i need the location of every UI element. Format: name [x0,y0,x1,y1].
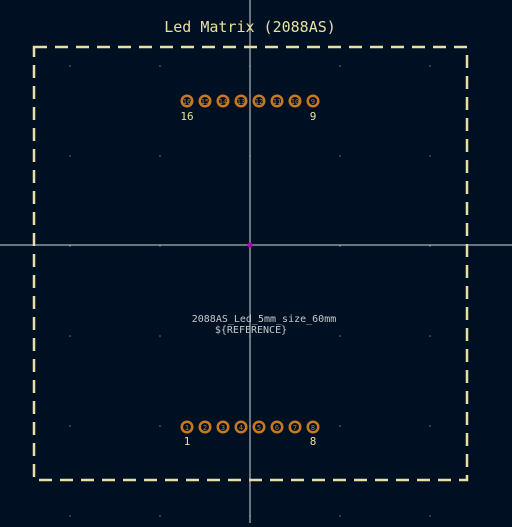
pad-number: 13 [237,98,245,106]
pad-9[interactable]: 9 [306,94,320,108]
pad-5[interactable]: 5 [252,420,266,434]
pad-4[interactable]: 4 [234,420,248,434]
reference-text: ${REFERENCE} [215,325,287,336]
grid-dot [69,515,71,517]
pad-13[interactable]: 13 [234,94,248,108]
pad-number: 6 [275,424,279,432]
pad-label-bottom-first: 1 [184,435,191,448]
grid-dot [69,335,71,337]
pad-drill-hole [201,97,209,105]
pad-number: 10 [291,98,299,106]
pad-drill-hole [255,97,263,105]
grid-dot [429,245,431,247]
grid-dot [429,335,431,337]
pad-drill-hole [273,423,281,431]
grid-dot [159,515,161,517]
pad-1[interactable]: 1 [180,420,194,434]
pad-number: 11 [273,98,281,106]
pad-drill-hole [309,423,317,431]
pad-number: 5 [257,424,261,432]
grid-dot [339,65,341,67]
grid-dot [69,245,71,247]
grid-dot [339,425,341,427]
pad-number: 1 [185,424,189,432]
pad-8[interactable]: 8 [306,420,320,434]
pad-10[interactable]: 10 [288,94,302,108]
pad-drill-hole [291,423,299,431]
pad-drill-hole [201,423,209,431]
pad-drill-hole [237,97,245,105]
pad-drill-hole [291,97,299,105]
grid-dot [429,515,431,517]
grid-dot [69,155,71,157]
pad-drill-hole [219,97,227,105]
pad-number: 12 [255,98,263,106]
pad-drill-hole [309,97,317,105]
pad-6[interactable]: 6 [270,420,284,434]
pad-11[interactable]: 11 [270,94,284,108]
pad-number: 8 [311,424,315,432]
pad-number: 2 [203,424,207,432]
grid-dot [339,515,341,517]
pad-3[interactable]: 3 [216,420,230,434]
top-pad-row: 16 15 14 13 12 11 10 9 [180,94,320,108]
pad-number: 14 [219,98,227,106]
pad-drill-hole [273,97,281,105]
pad-2[interactable]: 2 [198,420,212,434]
grid-dot [159,425,161,427]
grid-dot [159,245,161,247]
grid-dot [429,155,431,157]
pad-drill-hole [255,423,263,431]
grid-dot [69,425,71,427]
grid-dot [339,245,341,247]
pad-drill-hole [183,97,191,105]
pad-label-bottom-last: 8 [310,435,317,448]
grid-dot [159,155,161,157]
pad-drill-hole [237,423,245,431]
pad-12[interactable]: 12 [252,94,266,108]
origin-marker [247,242,253,248]
pad-number: 7 [293,424,297,432]
grid-dot [339,155,341,157]
pad-number: 15 [201,98,209,106]
grid-dot [429,65,431,67]
footprint-value-text: 2088AS_Led_5mm_size_60mm [192,314,337,325]
pad-14[interactable]: 14 [216,94,230,108]
grid-dot [69,65,71,67]
grid-dot [429,425,431,427]
pad-7[interactable]: 7 [288,420,302,434]
pad-drill-hole [183,423,191,431]
pad-drill-hole [219,423,227,431]
pad-16[interactable]: 16 [180,94,194,108]
grid-dot [159,335,161,337]
pad-label-top-last: 9 [310,110,317,123]
pad-number: 9 [311,98,315,106]
pad-number: 3 [221,424,225,432]
pad-15[interactable]: 15 [198,94,212,108]
pad-label-top-first: 16 [180,110,193,123]
pad-number: 16 [183,98,191,106]
bottom-pad-row: 1 2 3 4 5 6 7 8 [180,420,320,434]
pad-number: 4 [239,424,243,432]
grid-dot [339,335,341,337]
footprint-title: Led Matrix (2088AS) [164,18,336,36]
grid-dot [159,65,161,67]
